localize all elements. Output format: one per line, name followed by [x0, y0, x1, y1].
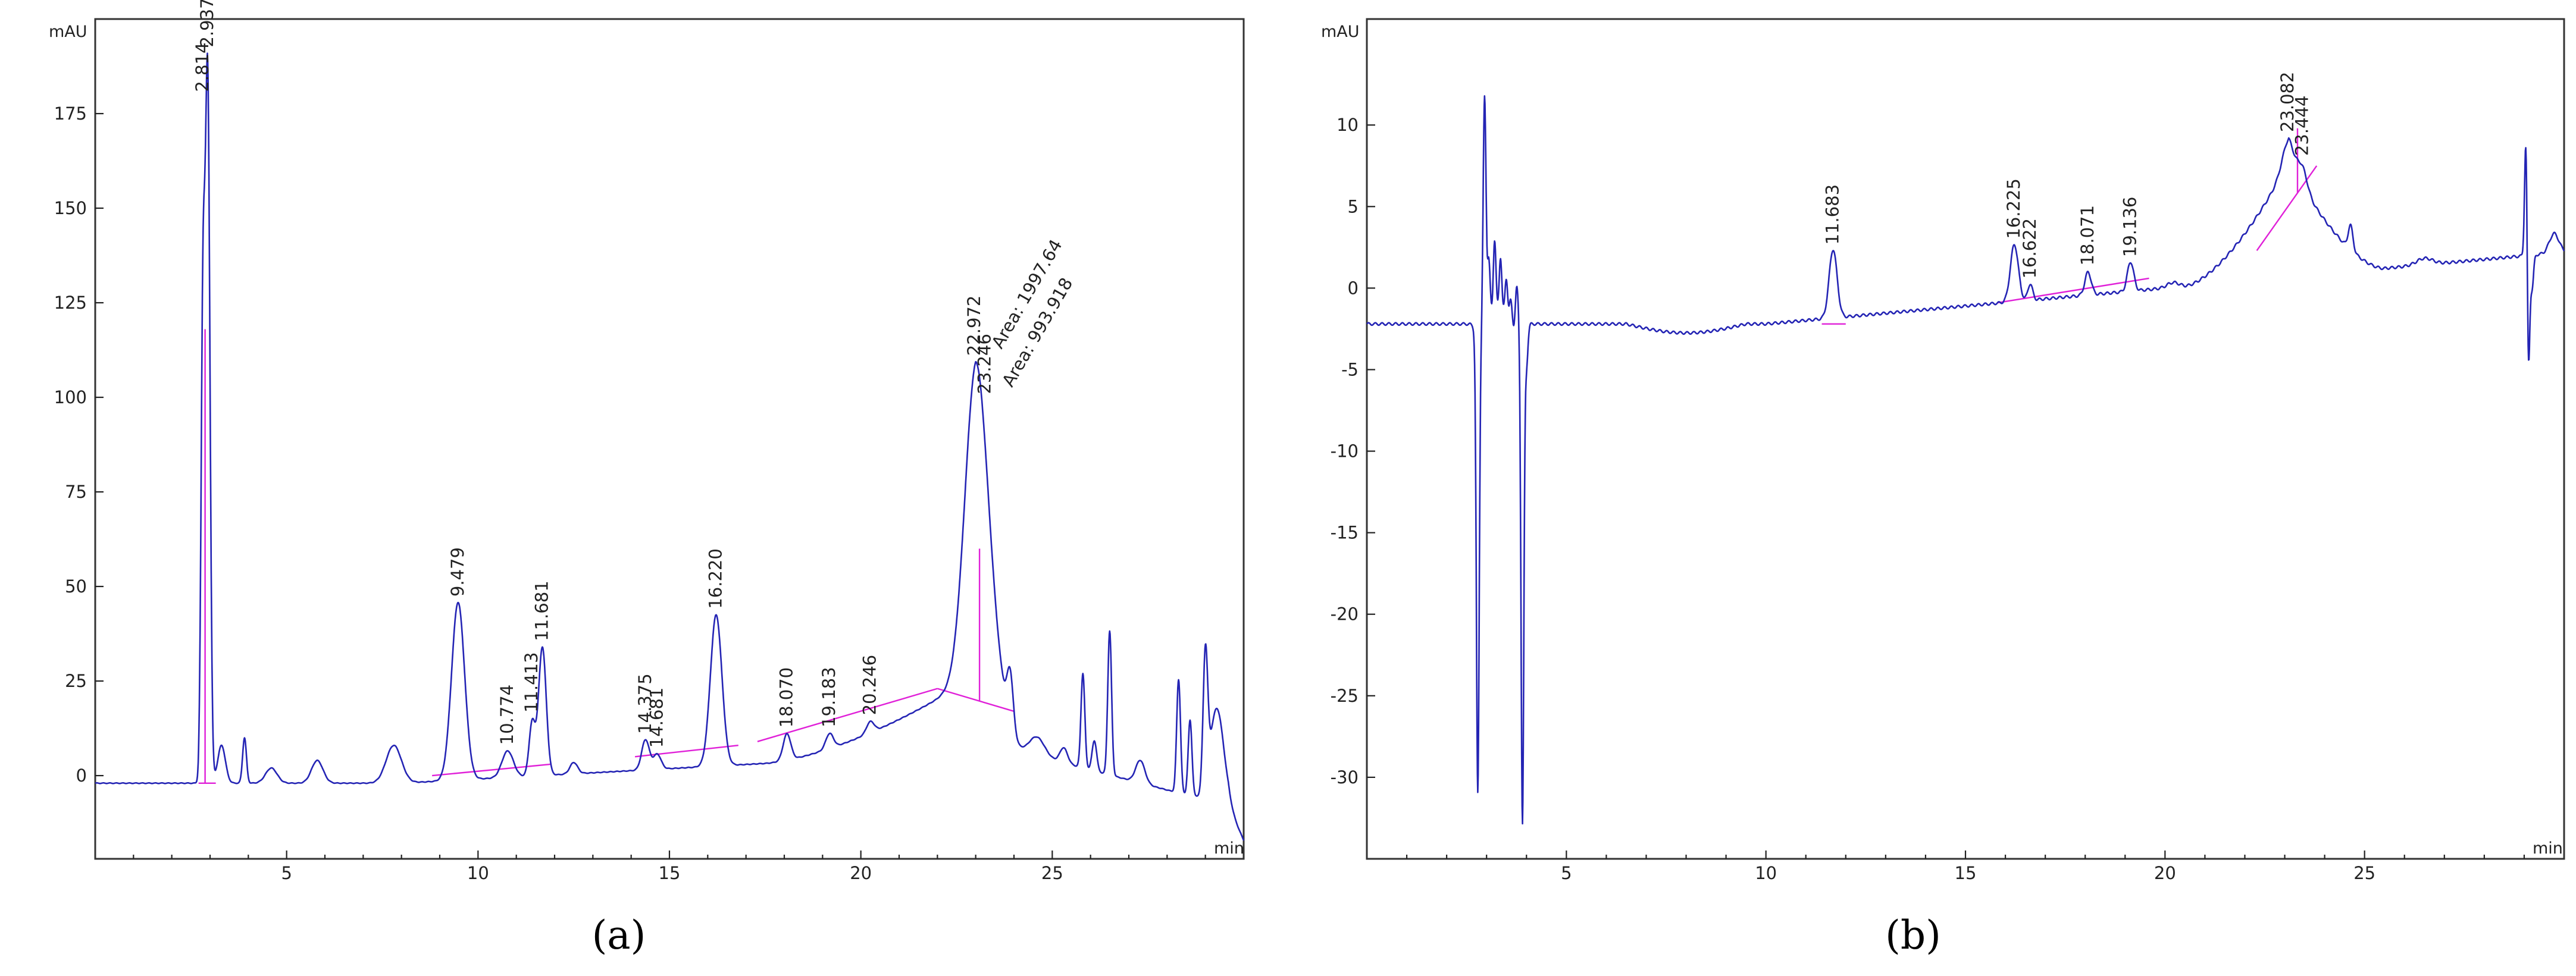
axis-ticks-a: 5 10 15 20 25 0 25 50 75 100 125 150 175 — [54, 103, 1206, 883]
chromatogram-panel-b: mAU min 5 10 15 20 25 -30 -25 -20 -15 -10 -5 0 5 10 1… — [1321, 18, 2565, 958]
integration-baselines-a — [198, 329, 1015, 784]
peak-label-a-12: 14.375 — [635, 673, 655, 733]
y-tick-label-b-7: 5 — [1348, 196, 1359, 216]
y-tick-label-a-4: 100 — [54, 387, 87, 407]
peak-label-a-19: 23.246 — [974, 334, 994, 394]
plot-frame-b — [1366, 18, 2565, 860]
peak-label-b-5: 19.136 — [2120, 197, 2140, 257]
integration-baseline-a-2 — [634, 744, 738, 758]
integration-baseline-a-1 — [432, 763, 551, 777]
caption-b: (b) — [1885, 912, 1941, 958]
peak-label-a-17: 20.246 — [859, 655, 879, 715]
peak-label-a-16: 19.183 — [819, 667, 839, 727]
peak-label-a-14: 16.220 — [705, 548, 725, 608]
peak-label-b-7: 23.082 — [2277, 72, 2298, 132]
peak-label-a-15: 18.070 — [777, 667, 797, 727]
integration-baseline-b-2 — [2256, 165, 2318, 252]
x-tick-label-b-2: 15 — [1955, 863, 1977, 883]
peak-label-a-13: 14.681 — [646, 688, 666, 748]
y-tick-label-a-5: 125 — [54, 293, 87, 313]
integration-baselines-b — [1821, 128, 2318, 325]
x-tick-label-a-4: 25 — [1041, 863, 1063, 883]
x-tick-label-b-0: 5 — [1561, 863, 1572, 883]
y-tick-label-b-2: -20 — [1331, 604, 1359, 624]
y-tick-label-b-4: -10 — [1331, 441, 1359, 462]
y-tick-label-a-6: 150 — [54, 198, 87, 218]
peak-label-a-9: 11.413 — [521, 652, 542, 713]
y-tick-label-b-3: -15 — [1331, 523, 1359, 543]
peak-label-a-1: 2.937 — [197, 0, 217, 47]
x-tick-label-b-1: 10 — [1755, 863, 1777, 883]
x-tick-label-a-2: 15 — [659, 863, 681, 883]
x-tick-label-b-3: 20 — [2154, 863, 2176, 883]
x-tick-label-a-3: 20 — [850, 863, 872, 883]
y-tick-label-b-1: -25 — [1331, 686, 1359, 706]
peak-label-b-3: 16.622 — [2020, 218, 2040, 278]
y-tick-label-b-0: -30 — [1331, 767, 1359, 787]
integration-baseline-a-4 — [937, 688, 1015, 713]
axis-ticks-b: 5 10 15 20 25 -30 -25 -20 -15 -10 -5 0 5 10 — [1331, 115, 2525, 883]
y-tick-label-a-7: 175 — [54, 103, 87, 124]
integration-baseline-a-3 — [757, 688, 938, 742]
caption-a: (a) — [592, 912, 646, 958]
y-tick-label-a-3: 75 — [65, 482, 87, 502]
y-tick-label-b-8: 10 — [1336, 115, 1359, 135]
signal-trace-a — [95, 52, 1245, 841]
x-unit-label-a: min — [1214, 839, 1244, 858]
peak-label-b-8: 23.444 — [2292, 96, 2312, 156]
integration-baseline-b-1 — [1997, 277, 2149, 304]
plot-frame-a — [94, 18, 1245, 860]
y-tick-label-b-5: -5 — [1341, 359, 1359, 379]
x-tick-label-b-4: 25 — [2353, 863, 2375, 883]
x-tick-label-a-0: 5 — [281, 863, 292, 883]
y-tick-label-a-1: 25 — [65, 671, 87, 691]
y-tick-label-a-2: 50 — [65, 576, 87, 597]
x-unit-label-b: min — [2533, 839, 2563, 858]
y-tick-label-a-0: 0 — [76, 765, 87, 786]
peak-labels-a: 2.8142.9379.47910.77411.41311.68114.3751… — [192, 0, 1076, 748]
chromatogram-panel-a: mAU min 5 10 15 20 25 0 25 50 75 100 125 150 175 2.8… — [49, 0, 1245, 958]
peak-label-a-10: 11.681 — [531, 580, 552, 641]
peak-label-a-8: 10.774 — [497, 685, 517, 745]
y-unit-label-b: mAU — [1321, 23, 1360, 41]
peak-label-b-4: 18.071 — [2077, 205, 2098, 265]
peak-label-b-2: 16.225 — [2004, 178, 2024, 238]
peak-label-a-7: 9.479 — [447, 547, 468, 597]
peak-label-b-1: 11.683 — [1823, 184, 1843, 244]
peak-label-a-18: 22.972 — [964, 296, 984, 356]
x-tick-label-a-1: 10 — [467, 863, 489, 883]
y-tick-label-b-6: 0 — [1348, 278, 1359, 298]
peak-label-a-0: 2.814 — [192, 42, 212, 92]
signal-trace-b — [1366, 95, 2565, 825]
y-unit-label-a: mAU — [49, 23, 87, 41]
